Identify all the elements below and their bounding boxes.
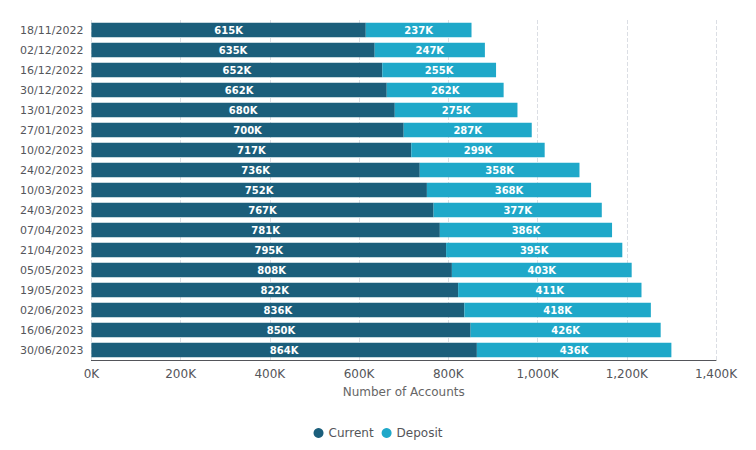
svg-text:767K: 767K — [248, 205, 278, 216]
svg-text:24/02/2023: 24/02/2023 — [20, 164, 83, 177]
svg-text:200K: 200K — [165, 367, 197, 381]
svg-text:1,400K: 1,400K — [695, 367, 738, 381]
svg-text:30/06/2023: 30/06/2023 — [20, 344, 83, 357]
svg-text:13/01/2023: 13/01/2023 — [20, 104, 83, 117]
svg-text:Deposit: Deposit — [397, 426, 443, 440]
svg-text:275K: 275K — [442, 105, 472, 116]
svg-text:16/12/2022: 16/12/2022 — [20, 64, 83, 77]
svg-text:02/06/2023: 02/06/2023 — [20, 304, 83, 317]
svg-text:368K: 368K — [495, 185, 525, 196]
svg-text:30/12/2022: 30/12/2022 — [20, 84, 83, 97]
svg-text:652K: 652K — [223, 65, 253, 76]
svg-text:07/04/2023: 07/04/2023 — [20, 224, 83, 237]
svg-text:02/12/2022: 02/12/2022 — [20, 44, 83, 57]
svg-text:680K: 680K — [229, 105, 259, 116]
svg-text:255K: 255K — [425, 65, 455, 76]
svg-text:237K: 237K — [404, 25, 434, 36]
svg-text:05/05/2023: 05/05/2023 — [20, 264, 83, 277]
svg-text:1,200K: 1,200K — [606, 367, 649, 381]
svg-text:436K: 436K — [560, 345, 590, 356]
svg-text:358K: 358K — [485, 165, 515, 176]
svg-text:0K: 0K — [84, 367, 101, 381]
svg-text:403K: 403K — [527, 265, 557, 276]
svg-text:700K: 700K — [233, 125, 263, 136]
svg-text:411K: 411K — [535, 285, 565, 296]
svg-text:Number of Accounts: Number of Accounts — [343, 385, 465, 399]
svg-text:808K: 808K — [257, 265, 287, 276]
svg-text:Current: Current — [329, 426, 374, 440]
svg-text:635K: 635K — [219, 45, 249, 56]
svg-text:10/02/2023: 10/02/2023 — [20, 144, 83, 157]
svg-text:395K: 395K — [520, 245, 550, 256]
svg-text:24/03/2023: 24/03/2023 — [20, 204, 83, 217]
svg-text:18/11/2022: 18/11/2022 — [20, 24, 83, 37]
svg-text:800K: 800K — [433, 367, 465, 381]
svg-text:400K: 400K — [254, 367, 286, 381]
svg-text:836K: 836K — [264, 305, 294, 316]
svg-text:21/04/2023: 21/04/2023 — [20, 244, 83, 257]
svg-text:386K: 386K — [512, 225, 542, 236]
svg-text:1,000K: 1,000K — [516, 367, 559, 381]
svg-text:247K: 247K — [415, 45, 445, 56]
svg-text:418K: 418K — [543, 305, 573, 316]
svg-text:781K: 781K — [251, 225, 281, 236]
svg-text:27/01/2023: 27/01/2023 — [20, 124, 83, 137]
svg-text:662K: 662K — [225, 85, 255, 96]
svg-text:822K: 822K — [260, 285, 290, 296]
svg-text:600K: 600K — [344, 367, 376, 381]
svg-text:717K: 717K — [237, 145, 267, 156]
svg-text:16/06/2023: 16/06/2023 — [20, 324, 83, 337]
svg-text:795K: 795K — [254, 245, 284, 256]
svg-text:19/05/2023: 19/05/2023 — [20, 284, 83, 297]
svg-text:850K: 850K — [267, 325, 297, 336]
svg-text:752K: 752K — [245, 185, 275, 196]
svg-text:377K: 377K — [503, 205, 533, 216]
svg-text:10/03/2023: 10/03/2023 — [20, 184, 83, 197]
svg-text:426K: 426K — [551, 325, 581, 336]
svg-text:287K: 287K — [453, 125, 483, 136]
svg-text:615K: 615K — [214, 25, 244, 36]
svg-text:299K: 299K — [464, 145, 494, 156]
svg-text:864K: 864K — [270, 345, 300, 356]
svg-text:262K: 262K — [431, 85, 461, 96]
svg-text:736K: 736K — [241, 165, 271, 176]
